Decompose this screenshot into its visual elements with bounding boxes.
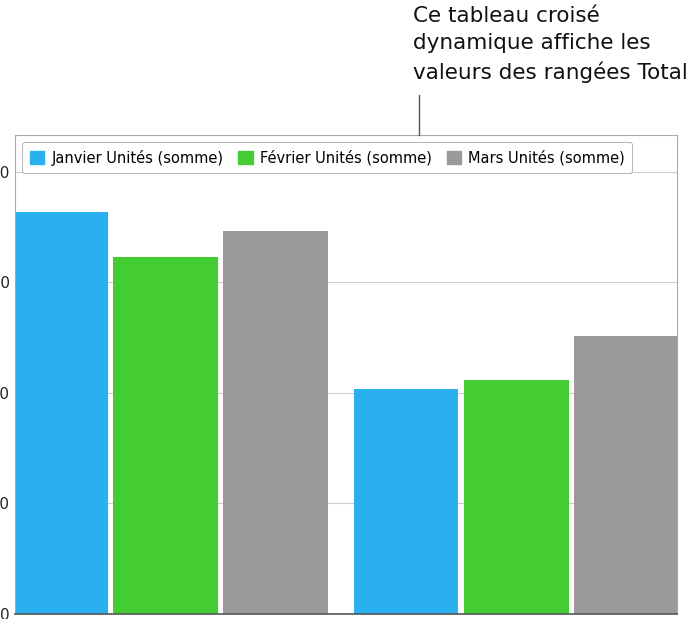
Bar [574, 335, 679, 614]
Bar [464, 380, 568, 614]
Bar [113, 256, 218, 614]
Text: Ce tableau croisé
dynamique affiche les
valeurs des rangées Total.: Ce tableau croisé dynamique affiche les … [413, 6, 689, 83]
Bar [353, 389, 458, 614]
Bar [3, 212, 107, 614]
Legend: Janvier Unités (somme), Février Unités (somme), Mars Unités (somme): Janvier Unités (somme), Février Unités (… [23, 142, 633, 173]
Bar [223, 231, 328, 614]
